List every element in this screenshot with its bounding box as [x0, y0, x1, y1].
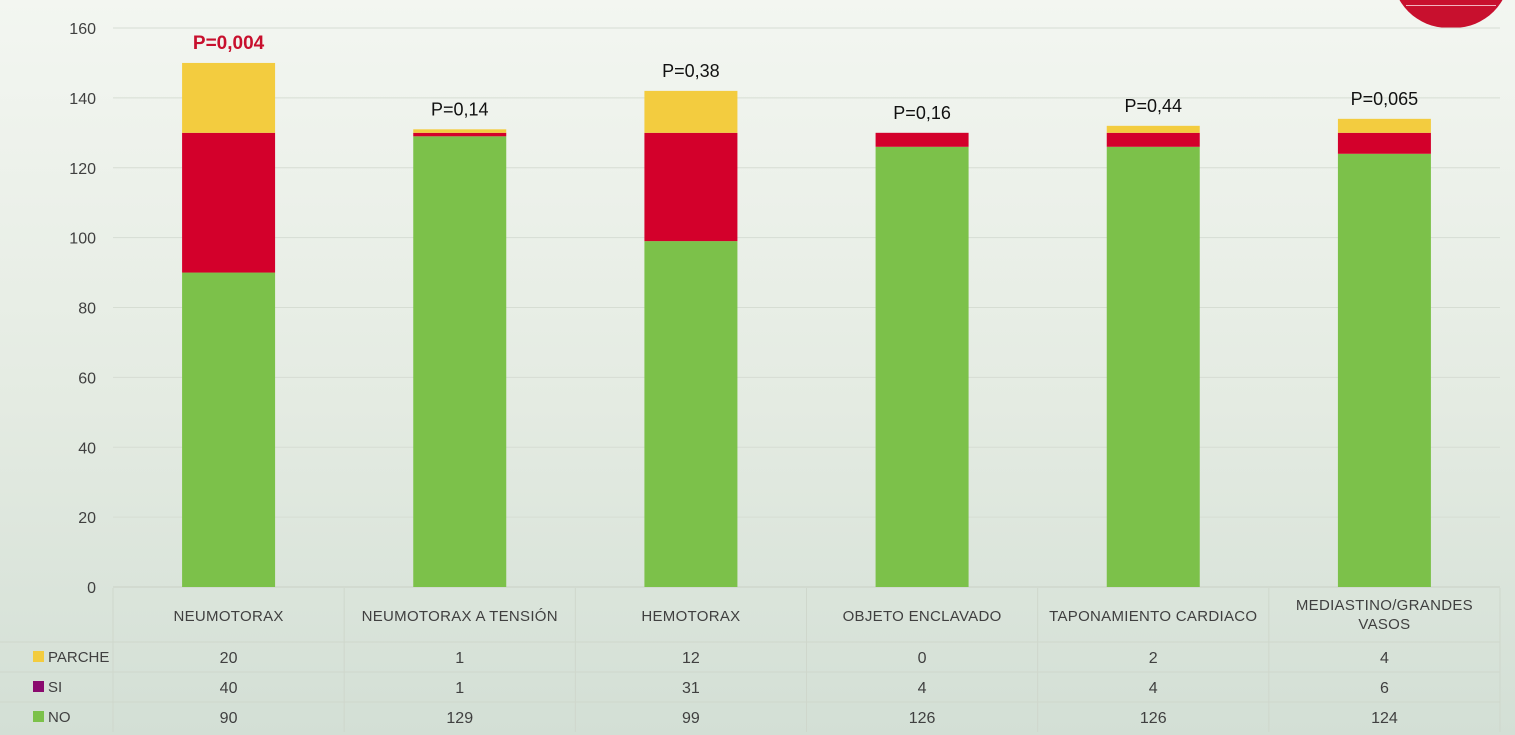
table-cell: 12	[682, 650, 700, 667]
bar-no	[875, 146, 969, 587]
table-cell: 99	[682, 710, 700, 727]
bar-no	[1106, 146, 1200, 587]
bar-parche	[644, 90, 738, 133]
y-tick-label: 100	[69, 231, 96, 248]
bar-parche	[1337, 118, 1431, 133]
y-tick-label: 60	[78, 370, 96, 387]
y-tick-label: 0	[87, 580, 96, 597]
p-value-label: P=0,065	[1351, 89, 1419, 109]
p-value-label: P=0,44	[1124, 96, 1182, 116]
legend-label: SI	[48, 679, 62, 696]
category-label: HEMOTORAX	[641, 608, 740, 625]
legend-key-no	[33, 711, 44, 722]
y-tick-label: 140	[69, 91, 96, 108]
table-cell: 1	[455, 650, 464, 667]
legend-label: NO	[48, 709, 71, 726]
y-tick-label: 120	[69, 161, 96, 178]
category-label: TAPONAMIENTO CARDIACO	[1049, 608, 1257, 625]
bar-si	[644, 132, 738, 242]
y-axis-ticks: 0 20 40 60 80 100 120 140 160	[69, 21, 96, 597]
bar-si	[875, 132, 969, 147]
bar-no	[1337, 153, 1431, 587]
table-cell: 31	[682, 680, 700, 697]
table-cell: 90	[220, 710, 238, 727]
table-cell: 126	[909, 710, 936, 727]
y-tick-label: 20	[78, 510, 96, 527]
data-table: NEUMOTORAX NEUMOTORAX A TENSIÓN HEMOTORAX O…	[0, 588, 1501, 732]
bar-parche	[1106, 125, 1200, 133]
bar-si	[182, 132, 276, 273]
table-cell: 1	[455, 680, 464, 697]
table-cell: 40	[220, 680, 238, 697]
p-value-label: P=0,14	[431, 99, 489, 119]
table-cell: 126	[1140, 710, 1167, 727]
bar-parche	[413, 129, 507, 133]
table-cell: 4	[1380, 650, 1389, 667]
bar-parche	[182, 62, 276, 133]
y-tick-label: 40	[78, 440, 96, 457]
table-cell: 129	[446, 710, 473, 727]
bar-si	[1337, 132, 1431, 154]
bar-no	[413, 136, 507, 587]
y-tick-label: 160	[69, 21, 96, 38]
p-value-annotations: P=0,004 P=0,14 P=0,38 P=0,16 P=0,44 P=0,065	[193, 33, 1418, 123]
table-cell: 2	[1149, 650, 1158, 667]
bar-si	[413, 132, 507, 137]
bars	[182, 62, 1431, 587]
legend-key-si	[33, 681, 44, 692]
legend-label: PARCHE	[48, 649, 109, 666]
table-cell: 6	[1380, 680, 1389, 697]
p-value-label: P=0,38	[662, 61, 720, 81]
table-cell: 124	[1371, 710, 1398, 727]
gridlines	[113, 27, 1500, 588]
p-value-label: P=0,16	[893, 103, 951, 123]
table-cell: 4	[918, 680, 927, 697]
table-cell: 0	[918, 650, 927, 667]
category-label: NEUMOTORAX A TENSIÓN	[362, 608, 558, 625]
p-value-label: P=0,004	[193, 33, 265, 54]
legend-key-parche	[33, 651, 44, 662]
table-cell: 20	[220, 650, 238, 667]
table-cell: 4	[1149, 680, 1158, 697]
category-label: MEDIASTINO/GRANDES VASOS	[1296, 597, 1473, 633]
bar-no	[644, 241, 738, 587]
bar-no	[182, 272, 276, 587]
y-tick-label: 80	[78, 301, 96, 318]
category-label: OBJETO ENCLAVADO	[843, 608, 1002, 625]
category-label: NEUMOTORAX	[173, 608, 283, 625]
bar-si	[1106, 132, 1200, 147]
